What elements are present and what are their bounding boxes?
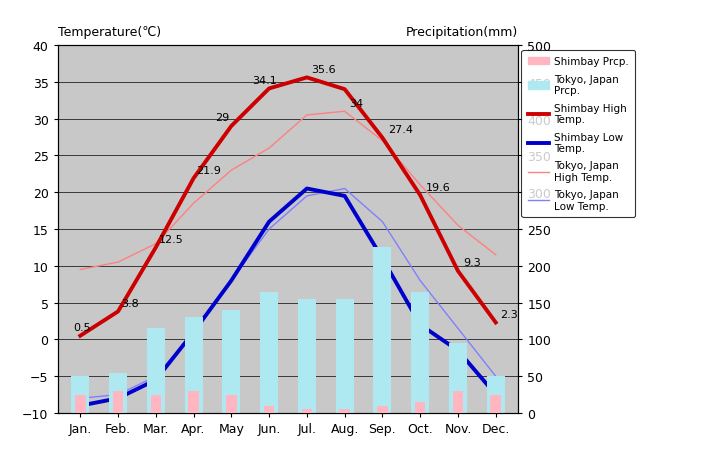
Text: 21.9: 21.9 bbox=[197, 165, 221, 175]
Bar bbox=[377, 406, 387, 413]
Text: 2.3: 2.3 bbox=[500, 309, 518, 319]
Text: 3.8: 3.8 bbox=[121, 298, 138, 308]
Bar bbox=[490, 395, 501, 413]
Text: Precipitation(mm): Precipitation(mm) bbox=[406, 26, 518, 39]
Bar bbox=[226, 395, 237, 413]
Bar bbox=[113, 391, 123, 413]
Text: 0.5: 0.5 bbox=[73, 323, 91, 332]
Bar bbox=[150, 395, 161, 413]
Bar bbox=[184, 318, 202, 413]
Bar bbox=[411, 292, 429, 413]
Text: 19.6: 19.6 bbox=[426, 182, 451, 192]
Text: 35.6: 35.6 bbox=[311, 65, 336, 75]
Bar bbox=[449, 343, 467, 413]
Bar bbox=[189, 391, 199, 413]
Text: 29: 29 bbox=[215, 113, 229, 123]
Bar bbox=[339, 409, 350, 413]
Bar bbox=[374, 248, 392, 413]
Bar bbox=[336, 299, 354, 413]
Bar bbox=[222, 310, 240, 413]
Bar bbox=[298, 299, 316, 413]
Bar bbox=[71, 376, 89, 413]
Bar bbox=[302, 409, 312, 413]
Bar bbox=[487, 376, 505, 413]
Bar bbox=[75, 395, 86, 413]
Text: 12.5: 12.5 bbox=[158, 235, 184, 244]
Legend: Shimbay Prcp., Tokyo, Japan
Prcp., Shimbay High
Temp., Shimbay Low
Temp., Tokyo,: Shimbay Prcp., Tokyo, Japan Prcp., Shimb… bbox=[521, 51, 635, 218]
Bar bbox=[453, 391, 463, 413]
Bar bbox=[147, 329, 165, 413]
Text: 34.1: 34.1 bbox=[253, 76, 277, 86]
Text: 9.3: 9.3 bbox=[464, 258, 481, 268]
Bar bbox=[415, 402, 426, 413]
Text: Temperature(℃): Temperature(℃) bbox=[58, 26, 161, 39]
Text: 34: 34 bbox=[348, 99, 363, 109]
Bar bbox=[264, 406, 274, 413]
Bar bbox=[109, 373, 127, 413]
Bar bbox=[260, 292, 278, 413]
Text: 27.4: 27.4 bbox=[388, 125, 413, 135]
